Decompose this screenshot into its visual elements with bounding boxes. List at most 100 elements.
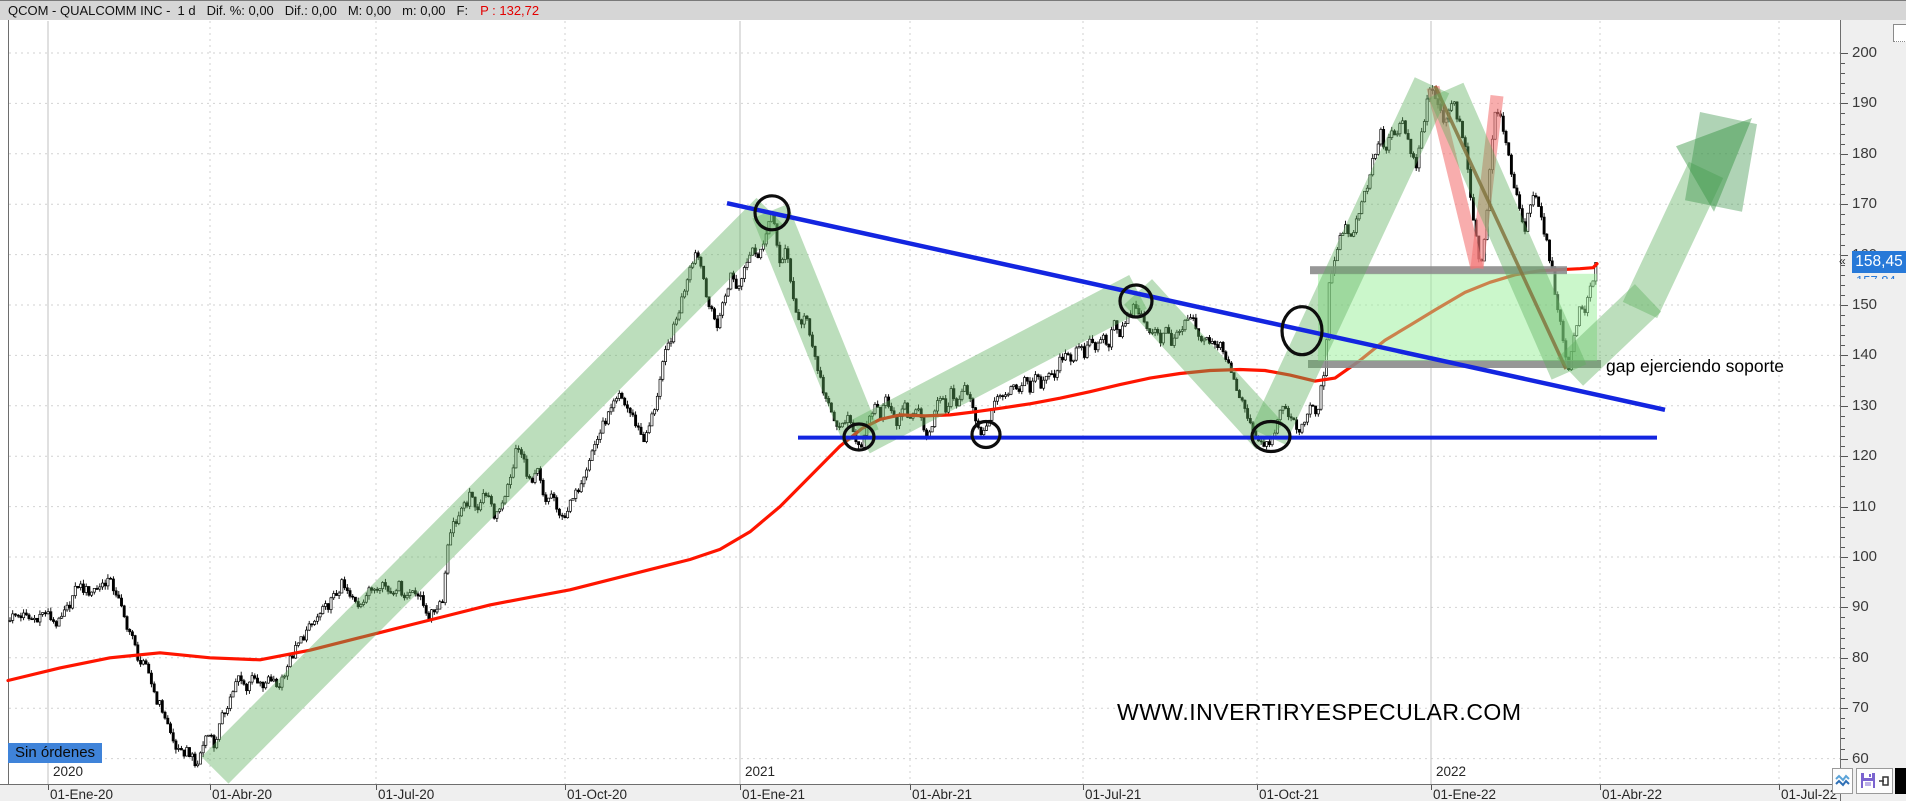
price-tick (1841, 648, 1845, 649)
price-tick (1841, 628, 1845, 629)
last-price-badge: 158,45 (1852, 251, 1906, 273)
plot-left-border (8, 20, 9, 784)
price-tick (1841, 486, 1845, 487)
price-tick-label: 170 (1852, 195, 1878, 212)
corner-swatch[interactable] (1895, 768, 1906, 794)
price-tick (1841, 749, 1845, 750)
price-tick-label: 110 (1852, 498, 1876, 515)
plot-bottom-border (0, 784, 1841, 785)
timeframe-label: 1 d (177, 3, 196, 18)
price-tick (1841, 234, 1845, 235)
price-tick (1841, 527, 1845, 528)
price-tick (1841, 466, 1845, 467)
date-tick (1257, 785, 1258, 790)
date-tick-label: 01-Ene-22 (1433, 787, 1497, 802)
date-tick (1431, 785, 1432, 790)
price-tick (1841, 255, 1848, 256)
price-tick-label: 90 (1852, 598, 1869, 615)
price-tick (1841, 174, 1845, 175)
chart-lines-button[interactable] (1832, 768, 1853, 794)
price-tick (1841, 355, 1848, 356)
price-tick (1841, 285, 1845, 286)
price-tick (1841, 426, 1845, 427)
date-tick (910, 785, 911, 790)
watermark-text: WWW.INVERTIRYESPECULAR.COM (1117, 699, 1522, 725)
date-tick (1600, 785, 1601, 790)
price-tick-label: 80 (1852, 649, 1869, 666)
date-tick-label: 01-Jul-22 (1781, 787, 1838, 802)
date-tick-label: 01-Oct-20 (567, 787, 628, 802)
price-tick (1841, 365, 1845, 366)
price-tick (1841, 698, 1845, 699)
price-tick (1841, 345, 1845, 346)
price-tick (1841, 164, 1845, 165)
price-tick (1841, 386, 1845, 387)
price-tick-label: 100 (1852, 548, 1878, 565)
price-tick (1841, 275, 1845, 276)
price-tick (1841, 376, 1845, 377)
price-tick-label: 150 (1852, 296, 1878, 313)
floppy-pin-icons (1860, 773, 1889, 788)
price-tick (1841, 245, 1845, 246)
price-tick (1841, 638, 1845, 639)
price-tick (1841, 607, 1848, 608)
price-tick (1841, 396, 1845, 397)
last-price-field: P : 132,72 (480, 3, 540, 18)
price-tick (1841, 557, 1848, 558)
price-tick (1841, 214, 1845, 215)
price-tick (1841, 144, 1845, 145)
date-tick (210, 785, 211, 790)
price-tick (1841, 53, 1848, 54)
price-tick (1841, 759, 1848, 760)
date-tick (565, 785, 566, 790)
price-tick (1841, 507, 1848, 508)
price-tick (1841, 83, 1845, 84)
f-field: F: (456, 3, 469, 18)
date-tick (376, 785, 377, 790)
save-chart-button[interactable] (1856, 768, 1893, 794)
price-tick-label: 140 (1852, 346, 1878, 363)
price-tick (1841, 134, 1845, 135)
date-tick (1779, 785, 1780, 790)
price-tick-label: 180 (1852, 145, 1878, 162)
price-tick (1841, 537, 1845, 538)
price-tick (1841, 567, 1845, 568)
price-tick (1841, 103, 1848, 104)
price-axis[interactable] (1841, 20, 1906, 801)
price-tick (1841, 124, 1845, 125)
price-tick-label: 60 (1852, 750, 1869, 767)
hidden-price-label: 157,84 (1856, 273, 1896, 279)
price-tick (1841, 597, 1845, 598)
price-tick (1841, 497, 1845, 498)
price-tick (1841, 265, 1845, 266)
date-tick-label: 01-Abr-22 (1602, 787, 1663, 802)
price-tick (1841, 305, 1848, 306)
price-tick-label: 200 (1852, 44, 1878, 61)
price-tick (1841, 113, 1845, 114)
price-tick (1841, 456, 1848, 457)
date-tick-label: 01-Abr-20 (212, 787, 273, 802)
date-tick (48, 785, 49, 790)
price-tick (1841, 718, 1845, 719)
date-tick-label: 01-Oct-21 (1259, 787, 1320, 802)
date-tick-label: 01-Jul-20 (378, 787, 435, 802)
price-tick (1841, 93, 1845, 94)
zigzag-waves-icon (1835, 774, 1850, 787)
price-pointer-icon: « (1839, 254, 1846, 268)
date-tick-label: 01-Jul-21 (1085, 787, 1142, 802)
date-tick-label: 01-Ene-21 (742, 787, 806, 802)
price-tick (1841, 63, 1845, 64)
price-tick (1841, 688, 1845, 689)
price-tick (1841, 416, 1845, 417)
price-tick (1841, 335, 1845, 336)
price-tick (1841, 436, 1845, 437)
diff-pct-field: Dif. %: 0,00 (206, 3, 274, 18)
time-axis[interactable] (0, 784, 1841, 801)
price-tick-label: 130 (1852, 397, 1878, 414)
year-label: 2020 (53, 764, 84, 779)
axis-separator (1840, 20, 1841, 801)
price-tick (1841, 406, 1848, 407)
mini-window-icon[interactable] (1893, 24, 1906, 42)
